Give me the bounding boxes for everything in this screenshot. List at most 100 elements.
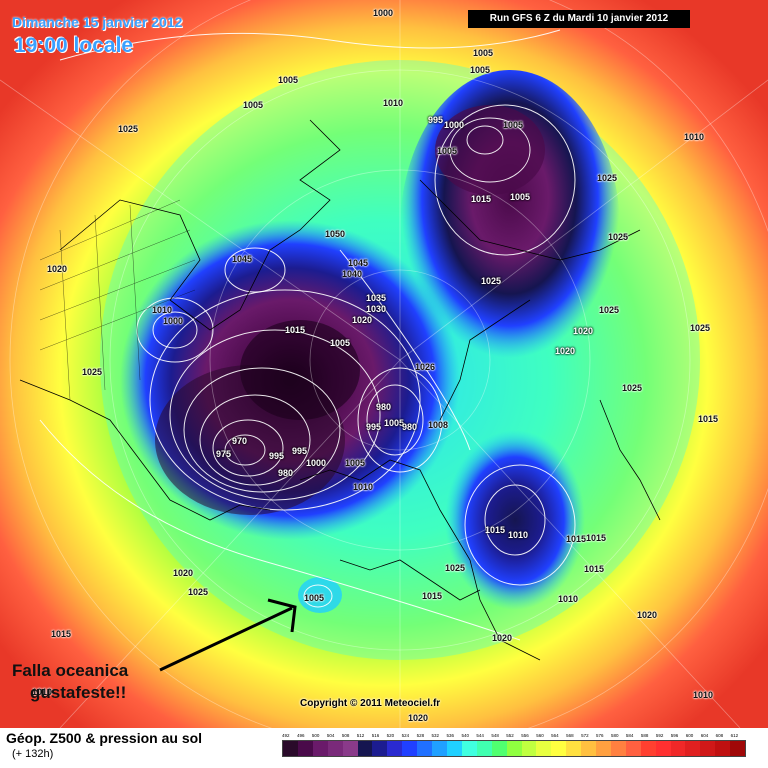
scale-swatch (297, 741, 313, 756)
pressure-label: 1005 (243, 100, 264, 110)
pressure-label: 1025 (188, 587, 209, 597)
scale-swatch (446, 741, 462, 756)
annotation-line-1: Falla oceanica (12, 661, 129, 680)
scale-value: 600 (685, 733, 694, 738)
pressure-label: 1010 (558, 594, 579, 604)
scale-swatch (506, 741, 522, 756)
scale-swatch (461, 741, 477, 756)
pressure-label: 1000 (163, 316, 184, 326)
pressure-label: 1015 (285, 325, 306, 335)
scale-value: 576 (596, 733, 604, 738)
pressure-label: 1010 (508, 530, 529, 540)
scale-value: 496 (296, 733, 305, 738)
pressure-label: 1020 (173, 568, 194, 578)
pressure-label: 1010 (383, 98, 404, 108)
scale-swatch (283, 741, 298, 756)
pressure-label: 1040 (342, 269, 363, 279)
weather-map: Dimanche 15 janvier 2012 19:00 locale Ru… (0, 0, 768, 728)
pressure-label: 1015 (584, 564, 605, 574)
pressure-label: 1045 (232, 254, 253, 264)
scale-value: 568 (566, 733, 574, 738)
pressure-label: 1020 (47, 264, 68, 274)
color-scale: 492 496 500 504 508 512 516 520 524 528 532 536 540 5… (282, 733, 746, 763)
pressure-label: 1015 (586, 533, 607, 543)
pressure-label: 1020 (352, 315, 373, 325)
pressure-label: 1010 (353, 482, 374, 492)
forecast-date: Dimanche 15 janvier 2012 (12, 14, 183, 30)
copyright-notice: Copyright © 2011 Meteociel.fr (300, 698, 441, 709)
pressure-label: 995 (428, 115, 444, 125)
scale-value: 528 (416, 733, 425, 738)
pressure-label: 995 (269, 451, 285, 461)
scale-value: 596 (670, 733, 679, 738)
scale-swatch (715, 741, 731, 756)
scale-swatch (596, 741, 611, 756)
pressure-label: 1005 (437, 146, 458, 156)
pressure-label: 1005 (345, 458, 366, 468)
pressure-label: 980 (278, 468, 294, 478)
pressure-label: 1015 (51, 629, 72, 639)
forecast-time: 19:00 locale (14, 34, 134, 57)
pressure-label: 1035 (366, 293, 387, 303)
pressure-label: 1025 (481, 276, 502, 286)
pressure-label: 995 (292, 446, 308, 456)
pressure-label: 1025 (445, 563, 466, 573)
pressure-label: 1025 (118, 124, 139, 134)
pressure-label: 1020 (492, 633, 513, 643)
scale-swatch (372, 741, 388, 756)
annotation-text: Falla oceanica gustafeste!! (12, 660, 128, 704)
scale-swatch (312, 741, 328, 756)
scale-value: 512 (356, 733, 365, 738)
scale-value: 544 (476, 733, 484, 738)
scale-value: 608 (715, 733, 724, 738)
pressure-label: 980 (376, 402, 392, 412)
scale-swatch (581, 741, 597, 756)
scale-swatch (670, 741, 686, 756)
scale-swatch (327, 741, 343, 756)
scale-swatch (640, 741, 656, 756)
pressure-label: 1005 (503, 120, 524, 130)
pressure-label: 1025 (599, 305, 620, 315)
scale-value: 508 (341, 733, 350, 738)
scale-swatch (610, 741, 626, 756)
scale-value: 504 (326, 733, 335, 738)
pressure-label: 1010 (684, 132, 705, 142)
pressure-label: 975 (216, 449, 232, 459)
pressure-label: 1020 (637, 610, 658, 620)
legend-footer: Géop. Z500 & pression au sol (+ 132h) 49… (0, 728, 768, 768)
pressure-label: 1005 (384, 418, 405, 428)
scale-swatch (536, 741, 552, 756)
pressure-label: 1010 (693, 690, 714, 700)
scale-value: 588 (640, 733, 649, 738)
pressure-label: 1000 (306, 458, 327, 468)
pressure-label: 1025 (608, 232, 629, 242)
pressure-label: 1008 (428, 420, 449, 430)
scale-value: 556 (521, 733, 529, 738)
pressure-label: 1005 (278, 75, 299, 85)
pressure-label: 995 (366, 422, 382, 432)
pressure-label: 1020 (408, 713, 429, 723)
scale-swatch (700, 741, 716, 756)
model-run-label: Run GFS 6 Z du Mardi 10 janvier 2012 (468, 10, 690, 28)
scale-swatch (342, 741, 358, 756)
pressure-label: 970 (232, 436, 248, 446)
scale-value: 560 (536, 733, 544, 738)
pressure-label: 1045 (348, 258, 369, 268)
scale-value: 516 (371, 733, 380, 738)
annotation-arrow (159, 598, 297, 672)
scale-swatch (566, 741, 582, 756)
pressure-label: 1010 (152, 305, 173, 315)
pressure-label: 1025 (597, 173, 618, 183)
pressure-label: 1005 (470, 65, 491, 75)
scale-swatch (491, 741, 507, 756)
pressure-label: 1005 (304, 593, 325, 603)
pressure-label: 980 (402, 422, 418, 432)
scale-value: 524 (401, 733, 410, 738)
legend-subtitle: (+ 132h) (12, 748, 54, 760)
geopotential-field (0, 0, 768, 728)
scale-value: 492 (282, 733, 290, 738)
annotation-line-2: gustafeste!! (30, 683, 127, 702)
pressure-label: 1050 (325, 229, 346, 239)
scale-swatch (357, 741, 373, 756)
pressure-label: 1025 (82, 367, 103, 377)
